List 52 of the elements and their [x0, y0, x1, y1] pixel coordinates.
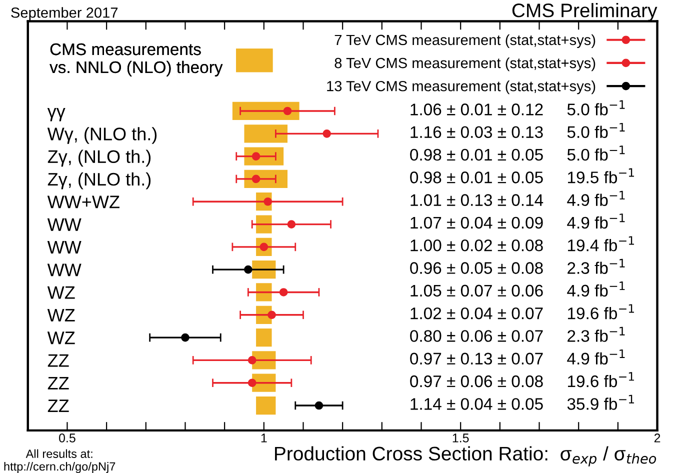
y-tick-label: WZ — [47, 332, 75, 344]
point — [322, 129, 332, 138]
y-tick-label: WW+WZ — [47, 196, 120, 208]
y-tick-label: ZZ — [48, 354, 69, 367]
y-tick-label: ZZ — [48, 400, 69, 412]
annotation: 1.02 ± 0.04 ± 0.07 19.6 fb$^{−1}$ — [410, 304, 634, 320]
point — [314, 401, 324, 410]
point — [252, 152, 260, 160]
legend-label: CMS measurements vs. NNLO (NLO) theory — [50, 43, 223, 76]
annotation: 0.98 ± 0.01 ± 0.05 5.0 fb$^{−1}$ — [410, 146, 625, 161]
annotation: 1.06 ± 0.01 ± 0.12 5.0 fb$^{−1}$ — [410, 100, 625, 116]
point — [268, 310, 276, 320]
x-tick-label: 1 — [261, 434, 267, 442]
point — [279, 288, 288, 296]
y-tick-label: Wγ, (NLO th.) — [47, 127, 157, 144]
annotation: 0.97 ± 0.06 ± 0.08 19.6 fb$^{−1}$ — [410, 372, 634, 388]
annotation: 0.98 ± 0.01 ± 0.05 19.5 fb$^{−1}$ — [410, 168, 634, 184]
y-tick-label: γγ — [47, 108, 66, 122]
point — [248, 356, 256, 364]
annotation: 0.80 ± 0.06 ± 0.07 2.3 fb$^{−1}$ — [410, 326, 625, 342]
text: All results at: http://cern.ch/go/pNj7 — [4, 449, 116, 473]
point — [248, 378, 256, 388]
legend-label: 7 TeV CMS measurement (stat,stat+sys) — [334, 34, 596, 48]
x-tick-label: 0.5 — [59, 434, 76, 442]
point — [181, 333, 190, 342]
annotation: 1.07 ± 0.04 ± 0.09 4.9 fb$^{−1}$ — [410, 214, 625, 229]
annotation: 1.01 ± 0.13 ± 0.14 4.9 fb$^{−1}$ — [410, 190, 625, 206]
x-axis-title: Production Cross Section Ratio: σ$_{exp}$ / σ$_{theo}$ — [275, 446, 656, 466]
point — [283, 106, 292, 116]
y-tick-label: Zγ, (NLO th.) — [48, 172, 151, 190]
annotation: 0.96 ± 0.05 ± 0.08 2.3 fb$^{−1}$ — [410, 258, 625, 274]
annotation: 1.00 ± 0.02 ± 0.08 19.4 fb$^{−1}$ — [410, 236, 634, 252]
y-tick-label: ZZ — [48, 376, 69, 390]
y-tick-label: Zγ, (NLO th.) — [48, 150, 151, 167]
annotation: 1.16 ± 0.03 ± 0.13 5.0 fb$^{−1}$ — [410, 122, 625, 138]
point — [287, 220, 296, 228]
legend-label: 13 TeV CMS measurement (stat,stat+sys) — [327, 80, 596, 94]
y-tick-label: WZ — [47, 286, 75, 299]
annotation: 1.14 ± 0.04 ± 0.05 35.9 fb$^{−1}$ — [410, 394, 634, 410]
legend-label: 8 TeV CMS measurement (stat,stat+sys) — [334, 57, 596, 72]
point — [244, 265, 252, 274]
chart-title: CMS Preliminary — [512, 3, 658, 22]
x-tick-label: 1.5 — [452, 434, 469, 442]
y-tick-label: WW — [47, 241, 82, 254]
y-tick-label: WW — [47, 264, 82, 276]
point — [252, 174, 260, 184]
annotation: 1.05 ± 0.07 ± 0.06 4.9 fb$^{−1}$ — [410, 282, 625, 297]
y-tick-label: WW — [47, 218, 82, 231]
annotation: 0.97 ± 0.13 ± 0.07 4.9 fb$^{−1}$ — [410, 350, 625, 365]
x-tick-label: 2 — [654, 434, 660, 442]
y-tick-label: WZ — [47, 309, 75, 322]
text: September 2017 — [11, 7, 118, 21]
